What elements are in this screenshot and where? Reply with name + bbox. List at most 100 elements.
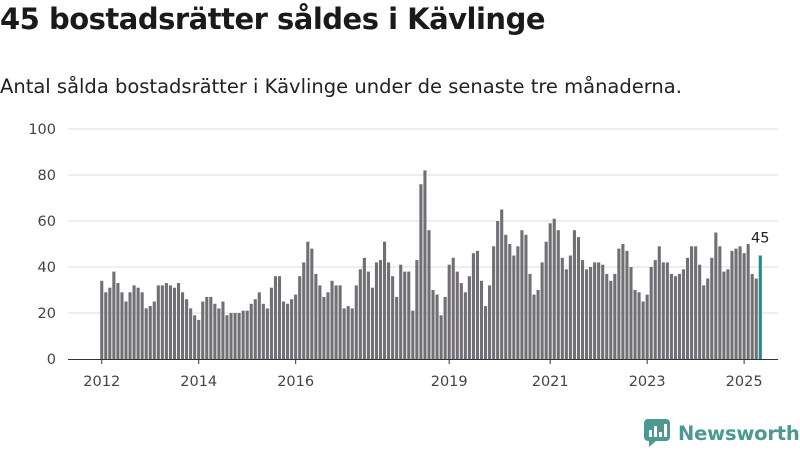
bar	[213, 303, 217, 359]
bar	[492, 246, 496, 359]
y-axis-ticks: 0 20 40 60 80 100	[28, 122, 56, 368]
bar	[552, 218, 556, 359]
bar	[694, 246, 698, 359]
bar	[560, 257, 564, 359]
latest-value-label: 45	[751, 231, 769, 247]
bar	[746, 244, 750, 359]
bar	[197, 319, 201, 359]
x-tick-label: 2019	[431, 374, 468, 390]
bar	[540, 262, 544, 359]
bar	[387, 262, 391, 359]
bar	[399, 264, 403, 359]
bar	[572, 230, 576, 359]
bar	[306, 241, 310, 359]
bar	[201, 301, 205, 359]
bar	[556, 230, 560, 359]
bar	[314, 273, 318, 359]
bar	[431, 290, 435, 359]
bar	[233, 313, 237, 359]
bar	[160, 285, 164, 359]
bar	[677, 273, 682, 359]
bar	[294, 294, 298, 359]
bar	[435, 294, 439, 359]
bar	[415, 260, 419, 359]
bar	[589, 267, 593, 359]
bar	[282, 301, 286, 359]
bar	[193, 315, 197, 359]
bar	[609, 280, 613, 359]
y-tick-label: 0	[47, 352, 56, 368]
bar-latest	[758, 255, 762, 359]
bar	[302, 262, 306, 359]
data-labels: 45	[751, 231, 769, 247]
bar	[229, 313, 233, 359]
bar	[564, 269, 568, 359]
bar	[391, 276, 395, 359]
bar	[568, 255, 572, 359]
bar	[411, 310, 415, 359]
bar	[475, 250, 480, 359]
bar	[641, 301, 645, 359]
bar	[346, 306, 350, 359]
bar	[524, 234, 528, 359]
bar	[625, 250, 629, 359]
bar	[152, 301, 156, 359]
x-axis-ticks: 2012 2014 2016 2019 2023 2025 2021	[83, 359, 763, 390]
bar	[241, 310, 245, 359]
bar	[342, 308, 346, 359]
newsworthy-logo-icon	[644, 419, 670, 447]
newsworthy-logo: Newsworthy	[644, 419, 800, 447]
bar	[484, 306, 488, 359]
bar	[395, 296, 399, 359]
x-tick-label: 2025	[726, 374, 763, 390]
bar	[419, 184, 423, 359]
bars	[100, 170, 762, 359]
bar	[261, 303, 265, 359]
bar	[378, 260, 383, 359]
bar	[649, 267, 653, 359]
bar	[362, 257, 366, 359]
bar	[383, 241, 387, 359]
brand-name: Newsworthy	[678, 421, 800, 445]
bar	[273, 276, 278, 359]
bar	[645, 294, 649, 359]
bar	[298, 276, 302, 359]
bar	[451, 257, 455, 359]
bar	[754, 278, 758, 359]
bar	[516, 246, 520, 359]
bar	[290, 299, 294, 359]
bar	[447, 264, 451, 359]
y-tick-label: 80	[38, 168, 56, 184]
bar	[100, 280, 104, 359]
bar	[669, 273, 673, 359]
bar	[144, 308, 148, 359]
bar	[189, 308, 193, 359]
bar	[681, 269, 686, 359]
bar	[318, 285, 322, 359]
bar	[253, 299, 257, 359]
bar	[209, 296, 213, 359]
bar	[172, 287, 177, 359]
bar	[245, 310, 249, 359]
bar	[661, 262, 665, 359]
bar	[108, 287, 112, 359]
bar	[217, 308, 221, 359]
bar	[443, 296, 447, 359]
bar	[265, 308, 269, 359]
bar	[330, 280, 334, 359]
bar	[601, 264, 605, 359]
bar	[605, 273, 609, 359]
bar	[488, 285, 492, 359]
bar	[185, 299, 189, 359]
y-tick-label: 20	[38, 306, 56, 322]
bar	[479, 280, 484, 359]
bar	[621, 244, 625, 359]
bar	[613, 273, 617, 359]
bar	[698, 264, 702, 359]
bar	[520, 230, 524, 359]
bar	[576, 237, 581, 359]
bar	[225, 315, 229, 359]
bar	[702, 285, 706, 359]
bar	[136, 287, 140, 359]
